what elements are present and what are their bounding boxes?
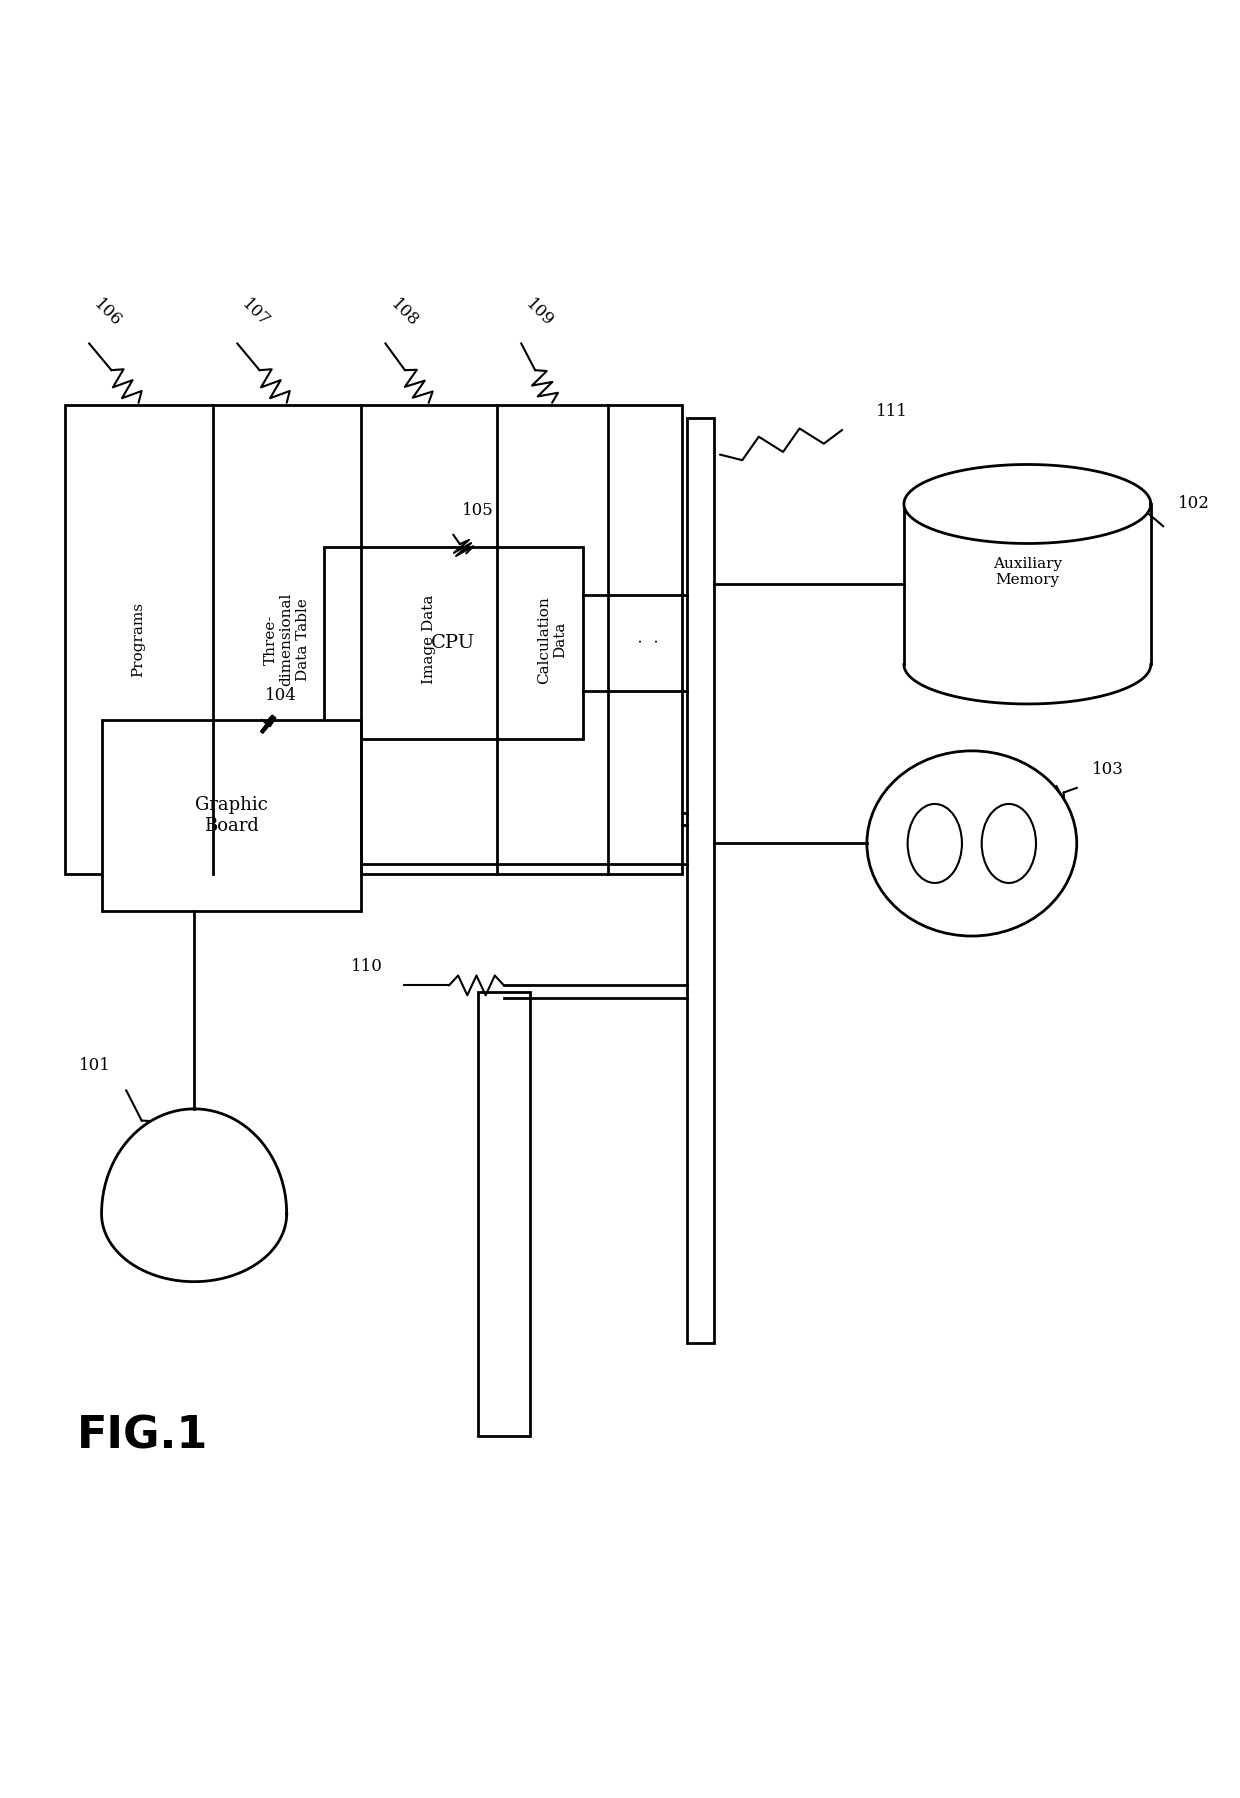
Text: Graphic
Board: Graphic Board xyxy=(195,797,268,834)
Text: 101: 101 xyxy=(79,1057,112,1073)
Text: 108: 108 xyxy=(387,295,422,329)
Text: 104: 104 xyxy=(264,687,296,703)
Bar xyxy=(64,405,682,874)
Text: Auxiliary
Memory: Auxiliary Memory xyxy=(993,557,1061,586)
Text: 102: 102 xyxy=(1178,496,1210,512)
Bar xyxy=(687,417,714,1343)
Text: Image Data: Image Data xyxy=(422,595,435,685)
Ellipse shape xyxy=(908,804,962,883)
Text: 105: 105 xyxy=(463,502,494,518)
Text: 110: 110 xyxy=(351,958,383,975)
Text: CPU: CPU xyxy=(432,635,475,653)
Text: Calculation
Data: Calculation Data xyxy=(537,595,567,683)
Bar xyxy=(479,991,529,1437)
Text: .
.: . . xyxy=(630,638,660,642)
Text: 106: 106 xyxy=(91,295,125,329)
Text: 107: 107 xyxy=(238,295,273,329)
Text: 111: 111 xyxy=(875,403,908,421)
Ellipse shape xyxy=(867,752,1076,937)
Polygon shape xyxy=(904,464,1151,543)
Polygon shape xyxy=(102,1109,286,1282)
Bar xyxy=(102,719,361,912)
Bar xyxy=(324,547,583,739)
Text: 103: 103 xyxy=(1091,761,1123,779)
Text: Programs: Programs xyxy=(131,602,145,678)
Text: Three-
dimensional
Data Table: Three- dimensional Data Table xyxy=(263,593,310,687)
Text: 109: 109 xyxy=(522,295,557,329)
Ellipse shape xyxy=(982,804,1035,883)
Text: FIG.1: FIG.1 xyxy=(77,1415,208,1458)
